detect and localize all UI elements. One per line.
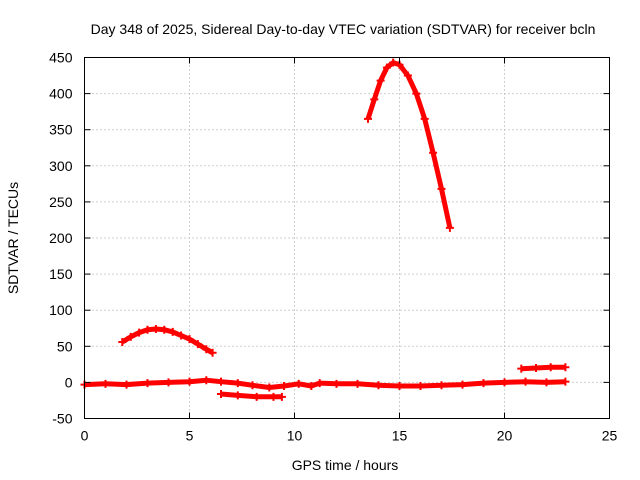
data-point	[382, 63, 391, 72]
data-point	[445, 223, 454, 232]
data-point	[542, 378, 551, 387]
data-point	[437, 184, 446, 193]
data-point	[185, 335, 194, 344]
data-point	[374, 381, 383, 390]
y-tick-label: 300	[49, 158, 73, 174]
series-layer	[80, 58, 570, 401]
data-series-5	[521, 364, 566, 372]
data-point	[151, 324, 160, 333]
data-point	[412, 89, 421, 98]
data-point	[546, 363, 555, 372]
data-point	[437, 381, 446, 390]
data-point	[370, 95, 379, 104]
x-tick-label: 0	[81, 428, 89, 444]
data-point	[122, 380, 131, 389]
data-point	[389, 58, 398, 67]
data-point	[164, 378, 173, 387]
data-point	[332, 379, 341, 388]
data-point	[202, 376, 211, 385]
data-point	[185, 377, 194, 386]
data-point	[269, 392, 278, 401]
x-tick-label: 15	[392, 428, 408, 444]
data-point	[143, 325, 152, 334]
data-point	[353, 379, 362, 388]
data-point	[561, 363, 570, 372]
data-point	[193, 340, 202, 349]
data-point	[248, 381, 257, 390]
y-tick-label: 100	[49, 302, 73, 318]
y-axis-label: SDTVAR / TECUs	[5, 182, 21, 294]
data-point	[135, 328, 144, 337]
data-point	[265, 383, 274, 392]
y-tick-label: 50	[57, 338, 73, 354]
data-series-3	[84, 377, 566, 390]
y-tick-label: 450	[49, 50, 73, 66]
data-point	[517, 364, 526, 373]
data-point	[143, 379, 152, 388]
x-axis-label: GPS time / hours	[292, 457, 399, 473]
data-point	[479, 379, 488, 388]
data-point	[416, 382, 425, 391]
data-point	[403, 71, 412, 80]
grid	[84, 57, 610, 419]
y-tick-label: 0	[65, 374, 73, 390]
data-point	[217, 377, 225, 386]
data-point	[208, 348, 217, 357]
y-tick-label: 150	[49, 266, 73, 282]
data-point	[277, 392, 286, 401]
x-tick-label: 20	[497, 428, 513, 444]
y-tick-label: 350	[49, 122, 73, 138]
data-point	[233, 379, 242, 388]
x-tick-label: 25	[602, 428, 618, 444]
data-point	[395, 382, 404, 391]
x-tick-label: 5	[186, 428, 194, 444]
y-tick-label: 400	[49, 86, 73, 102]
data-point	[307, 382, 316, 391]
chart-title: Day 348 of 2025, Sidereal Day-to-day VTE…	[91, 21, 596, 37]
data-point	[217, 389, 225, 398]
data-point	[118, 337, 127, 346]
data-point	[160, 325, 169, 334]
data-point	[280, 382, 288, 391]
data-point	[458, 380, 467, 389]
data-point	[561, 377, 570, 386]
data-point	[364, 114, 372, 123]
data-point	[233, 391, 242, 400]
data-point	[252, 392, 261, 401]
x-tick-label: 10	[287, 428, 303, 444]
plot-frame	[84, 57, 610, 419]
data-series-1	[365, 60, 453, 229]
data-point	[500, 378, 509, 387]
data-point	[532, 363, 540, 372]
data-point	[168, 327, 177, 336]
data-point	[177, 331, 186, 340]
data-point	[376, 76, 385, 85]
data-point	[521, 377, 530, 386]
y-tick-label: 250	[49, 194, 73, 210]
data-point	[420, 114, 429, 123]
data-point	[101, 379, 110, 388]
data-point	[202, 345, 211, 354]
y-tick-label: -50	[52, 411, 72, 427]
data-point	[294, 379, 303, 388]
data-point	[126, 332, 135, 341]
data-point	[429, 148, 438, 157]
y-tick-label: 200	[49, 230, 73, 246]
data-point	[315, 379, 324, 388]
ticks: 0 5 10 15 20 25 -50 0 50 100 150 200 250 300 350 400 450	[49, 50, 617, 444]
